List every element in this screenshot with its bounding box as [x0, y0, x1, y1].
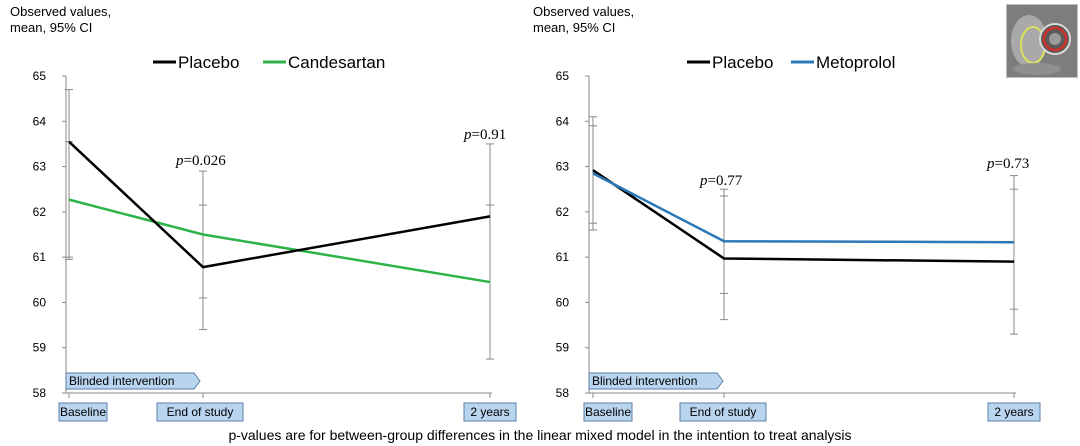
legend-label-metoprolol: Metoprolol — [816, 53, 895, 72]
intervention-arrow — [65, 372, 201, 390]
intervention-label: Blinded intervention — [592, 374, 697, 388]
y-tick-label: 60 — [556, 295, 570, 309]
x-category-label: 2 years — [994, 405, 1033, 419]
y-axis-title-line-2: mean, 95% CI — [533, 20, 616, 35]
x-category-box — [679, 402, 767, 422]
series-line-metoprolol — [592, 172, 1015, 244]
y-tick-label: 58 — [33, 386, 47, 400]
legend-label-placebo: Placebo — [178, 53, 239, 72]
p-value-label: p=0.73 — [986, 156, 1029, 172]
y-axis-title-line-2: mean, 95% CI — [10, 20, 93, 35]
line-chart-candesartan: 58 59 60 61 62 63 64 65 Blinded intervention Base… — [33, 53, 517, 422]
y-tick-label: 65 — [556, 69, 570, 83]
x-category-label: End of study — [167, 405, 234, 419]
y-tick-label: 61 — [33, 250, 47, 264]
series-line-placebo — [592, 169, 1015, 263]
y-tick-label: 65 — [33, 69, 47, 83]
x-category-box — [583, 402, 633, 422]
p-value-label: p=0.91 — [463, 127, 506, 143]
y-tick-label: 63 — [556, 160, 570, 174]
footnote: p-values are for between-group differenc… — [228, 427, 852, 443]
y-tick-label: 59 — [33, 341, 47, 355]
x-category-box — [58, 402, 108, 422]
p-value-label: p=0.77 — [699, 173, 743, 189]
y-axis-title: Observed values, mean, 95% CI — [10, 4, 111, 36]
y-tick-label: 64 — [33, 114, 47, 128]
x-category-box — [987, 402, 1041, 422]
x-category-label: End of study — [690, 405, 757, 419]
chart-panel-candesartan: Observed values, mean, 95% CI 58 59 60 61 62… — [0, 0, 540, 425]
y-tick-label: 62 — [33, 205, 47, 219]
y-axis-title-line-1: Observed values, — [533, 4, 635, 19]
x-category-box — [463, 402, 517, 422]
series-line-candesartan — [68, 198, 491, 284]
y-tick-label: 60 — [33, 295, 47, 309]
intervention-label: Blinded intervention — [69, 374, 174, 388]
y-tick-label: 59 — [556, 341, 570, 355]
y-tick-label: 61 — [556, 250, 570, 264]
cardiac-mri-image — [1007, 5, 1077, 77]
line-chart-metoprolol: 58 59 60 61 62 63 64 65 Blinded intervention Base… — [556, 53, 1041, 422]
y-tick-label: 64 — [556, 114, 570, 128]
y-tick-label: 62 — [556, 205, 570, 219]
x-category-label: Baseline — [585, 405, 631, 419]
y-axis-title: Observed values, mean, 95% CI — [533, 4, 634, 36]
series-line-placebo — [68, 140, 491, 269]
x-category-label: Baseline — [60, 405, 106, 419]
y-tick-label: 58 — [556, 386, 570, 400]
p-value-label: p=0.026 — [175, 153, 226, 169]
chart-panel-metoprolol: Observed values, mean, 95% CI 58 59 60 61 62… — [523, 0, 1080, 425]
x-category-label: 2 years — [470, 405, 509, 419]
legend-label-candesartan: Candesartan — [288, 53, 385, 72]
intervention-arrow — [588, 372, 724, 390]
cardiac-mri-thumbnail — [1006, 4, 1078, 78]
legend-label-placebo: Placebo — [712, 53, 773, 72]
y-tick-label: 63 — [33, 160, 47, 174]
y-axis-title-line-1: Observed values, — [10, 4, 112, 19]
x-category-box — [156, 402, 244, 422]
